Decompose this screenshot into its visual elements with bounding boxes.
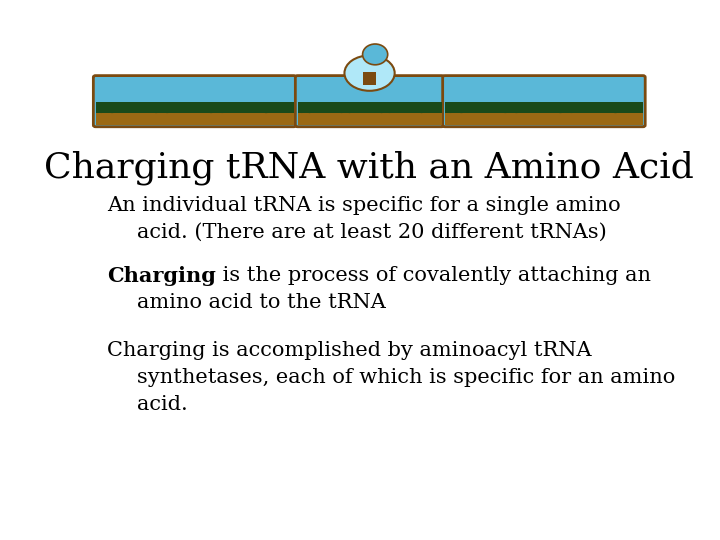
Ellipse shape	[363, 44, 387, 65]
FancyBboxPatch shape	[94, 76, 296, 127]
Ellipse shape	[394, 111, 401, 113]
Ellipse shape	[272, 109, 282, 113]
Bar	[96, 110, 294, 125]
Ellipse shape	[633, 112, 642, 113]
Ellipse shape	[556, 107, 565, 113]
Ellipse shape	[162, 108, 172, 113]
Ellipse shape	[346, 108, 354, 113]
Ellipse shape	[621, 109, 631, 113]
Ellipse shape	[434, 112, 441, 113]
Ellipse shape	[174, 111, 183, 113]
Ellipse shape	[306, 107, 313, 113]
Ellipse shape	[261, 107, 271, 113]
Ellipse shape	[283, 112, 293, 113]
Ellipse shape	[96, 109, 106, 113]
Ellipse shape	[511, 108, 521, 113]
FancyBboxPatch shape	[443, 76, 645, 127]
Ellipse shape	[344, 56, 395, 91]
Ellipse shape	[467, 111, 477, 113]
Ellipse shape	[490, 111, 500, 113]
Bar	[297, 102, 441, 113]
Ellipse shape	[500, 108, 510, 113]
Bar	[445, 110, 643, 125]
Ellipse shape	[298, 109, 305, 113]
Ellipse shape	[386, 109, 393, 113]
Text: An individual tRNA is specific for a single amino: An individual tRNA is specific for a sin…	[107, 196, 621, 215]
Ellipse shape	[446, 109, 455, 113]
Ellipse shape	[567, 109, 577, 113]
Ellipse shape	[544, 111, 554, 113]
Ellipse shape	[118, 111, 128, 113]
Ellipse shape	[140, 111, 150, 113]
Bar	[445, 102, 643, 113]
Text: acid.: acid.	[138, 395, 188, 414]
Text: acid. (There are at least 20 different tRNAs): acid. (There are at least 20 different t…	[138, 223, 607, 242]
Text: Charging tRNA with an Amino Acid: Charging tRNA with an Amino Acid	[44, 150, 694, 185]
Text: Charging is accomplished by aminoacyl tRNA: Charging is accomplished by aminoacyl tR…	[107, 341, 591, 360]
Ellipse shape	[251, 110, 260, 113]
Ellipse shape	[330, 111, 337, 113]
FancyBboxPatch shape	[295, 76, 444, 127]
Ellipse shape	[600, 110, 609, 113]
Ellipse shape	[426, 109, 433, 113]
Ellipse shape	[611, 107, 621, 113]
Ellipse shape	[206, 107, 216, 113]
Ellipse shape	[151, 108, 161, 113]
Ellipse shape	[370, 111, 377, 113]
Ellipse shape	[418, 107, 425, 113]
Ellipse shape	[195, 111, 205, 113]
Ellipse shape	[338, 108, 345, 113]
Ellipse shape	[228, 111, 238, 113]
Text: is the process of covalently attaching an: is the process of covalently attaching a…	[215, 266, 651, 286]
Text: Charging: Charging	[107, 266, 215, 286]
Ellipse shape	[456, 107, 467, 113]
Bar	[96, 102, 294, 113]
Ellipse shape	[523, 111, 532, 113]
Ellipse shape	[107, 107, 117, 113]
Ellipse shape	[577, 111, 588, 113]
Ellipse shape	[217, 109, 227, 113]
Ellipse shape	[378, 107, 385, 113]
Ellipse shape	[354, 111, 361, 113]
Ellipse shape	[314, 111, 321, 113]
Text: synthetases, each of which is specific for an amino: synthetases, each of which is specific f…	[138, 368, 675, 387]
Text: amino acid to the tRNA: amino acid to the tRNA	[138, 294, 387, 313]
Bar	[297, 110, 441, 125]
Bar	[363, 72, 377, 85]
Ellipse shape	[410, 110, 417, 113]
